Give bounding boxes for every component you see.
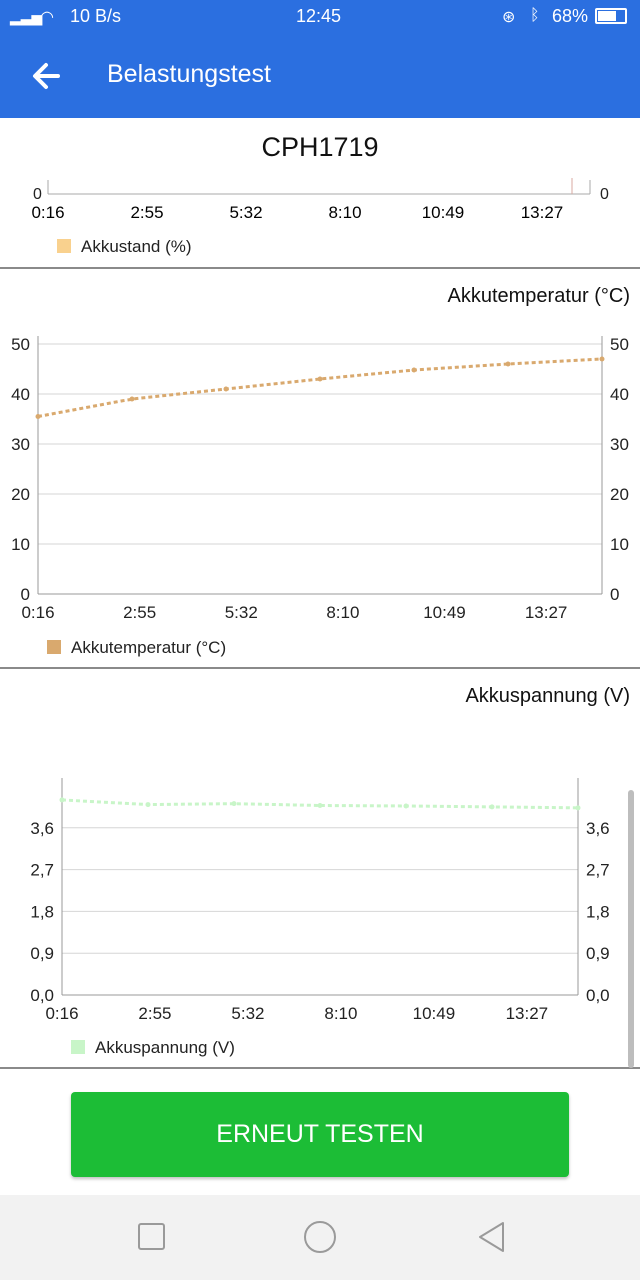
arrow-left-icon [33,63,60,89]
voltage-y-tick-right: 2,7 [586,861,610,880]
temperature-data-point [411,367,417,373]
temperature-data-point [35,414,41,419]
back-button[interactable] [28,54,72,98]
bluetooth-icon: ᛒ [530,7,540,24]
retest-button[interactable]: ERNEUT TESTEN [71,1092,569,1177]
temperature-legend-swatch [47,640,61,654]
voltage-x-tick: 8:10 [324,1004,357,1023]
battery-y-right-tick: 0 [600,186,609,203]
battery-x-tick: 2:55 [130,203,163,222]
voltage-data-point [145,802,151,808]
battery-x-tick: 10:49 [422,203,465,222]
temperature-y-tick-left: 50 [11,335,30,354]
voltage-legend-label: Akkuspannung (V) [95,1038,235,1057]
battery-icon [595,8,627,24]
temperature-y-tick-left: 20 [11,485,30,504]
temperature-data-point [129,396,135,402]
triangle-back-icon [479,1222,504,1252]
voltage-y-tick-right: 0,0 [586,986,610,1005]
clock: 12:45 [296,6,342,26]
temperature-legend-label: Akkutemperatur (°C) [71,638,227,657]
voltage-y-tick-right: 1,8 [586,902,610,921]
voltage-chart: 0,0 0,0 0,9 0,9 1,8 1,8 2,7 2,7 3,6 3,6 0:16 2:55 5:… [30,778,610,1023]
circle-icon [304,1221,336,1253]
divider [0,1067,640,1069]
temperature-y-tick-left: 30 [11,435,30,454]
divider [0,667,640,669]
home-button[interactable] [302,1219,338,1255]
temperature-chart-title: Akkutemperatur (°C) [447,285,631,307]
voltage-y-tick-left: 3,6 [30,819,54,838]
temperature-series-line [37,357,603,418]
temperature-y-tick-left: 10 [11,535,30,554]
battery-x-tick: 8:10 [328,203,361,222]
voltage-y-tick-right: 3,6 [586,819,610,838]
temperature-legend: Akkutemperatur (°C) [47,638,226,658]
voltage-y-tick-left: 1,8 [30,902,54,921]
square-icon [138,1223,165,1250]
temperature-chart: 0 0 10 10 20 20 30 30 40 40 50 50 0:16 2:55 5:32 8:10 10… [11,335,629,622]
temperature-x-tick: 0:16 [21,603,54,622]
voltage-data-point [231,801,237,807]
temperature-y-tick-right: 20 [610,485,629,504]
temperature-y-tick-right: 10 [610,535,629,554]
battery-legend-swatch [57,239,71,253]
voltage-x-tick: 10:49 [413,1004,456,1023]
voltage-legend-swatch [71,1040,85,1054]
recents-button[interactable] [134,1219,170,1255]
battery-percent: 68% [552,6,589,26]
temperature-data-point [505,361,511,367]
voltage-y-tick-left: 0,0 [30,986,54,1005]
battery-x-tick: 13:27 [521,203,564,222]
app-bar: Belastungstest [0,34,640,118]
page-title: Belastungstest [107,60,271,88]
battery-y-left-tick: 0 [33,186,42,203]
temperature-data-point [317,376,323,382]
temperature-y-tick-left: 40 [11,385,30,404]
voltage-data-point [317,803,323,809]
voltage-x-tick: 0:16 [45,1004,78,1023]
voltage-data-point [403,803,409,809]
temperature-data-point [599,356,605,362]
wifi-icon: ◠ [40,9,54,26]
scrollbar[interactable] [628,790,634,1068]
voltage-legend: Akkuspannung (V) [71,1038,235,1058]
network-speed: 10 B/s [70,6,122,26]
temperature-y-tick-left: 0 [21,585,30,604]
temperature-y-tick-right: 50 [610,335,629,354]
rotation-lock-icon: ⊛ [502,9,516,26]
voltage-chart-title: Akkuspannung (V) [465,685,630,707]
voltage-data-point [575,805,581,811]
signal-icon: ▂▃▅ [10,9,43,25]
temperature-x-tick: 10:49 [423,603,466,622]
back-nav-button[interactable] [474,1219,510,1255]
battery-legend: Akkustand (%) [57,237,192,257]
temperature-x-tick: 2:55 [123,603,156,622]
voltage-x-tick: 5:32 [231,1004,264,1023]
voltage-y-tick-right: 0,9 [586,944,610,963]
status-bar: ▂▃▅ ◠ 10 B/s 12:45 ⊛ ᛒ 68% [0,0,640,34]
temperature-y-tick-right: 40 [610,385,629,404]
voltage-data-point [489,804,495,810]
voltage-x-tick: 2:55 [138,1004,171,1023]
system-nav-bar [0,1195,640,1280]
device-name: CPH1719 [261,132,379,162]
voltage-x-tick: 13:27 [506,1004,549,1023]
battery-legend-label: Akkustand (%) [81,237,192,256]
divider [0,267,640,269]
temperature-x-tick: 5:32 [225,603,258,622]
voltage-y-tick-left: 2,7 [30,861,54,880]
battery-x-tick: 0:16 [31,203,64,222]
temperature-y-tick-right: 0 [610,585,619,604]
battery-level-chart: 0 0 0:16 2:55 5:32 8:10 10:49 13:27 [31,178,609,222]
temperature-data-point [223,386,229,392]
voltage-data-point [59,797,65,803]
temperature-x-tick: 13:27 [525,603,568,622]
battery-x-tick: 5:32 [229,203,262,222]
voltage-y-tick-left: 0,9 [30,944,54,963]
temperature-x-tick: 8:10 [326,603,359,622]
temperature-y-tick-right: 30 [610,435,629,454]
